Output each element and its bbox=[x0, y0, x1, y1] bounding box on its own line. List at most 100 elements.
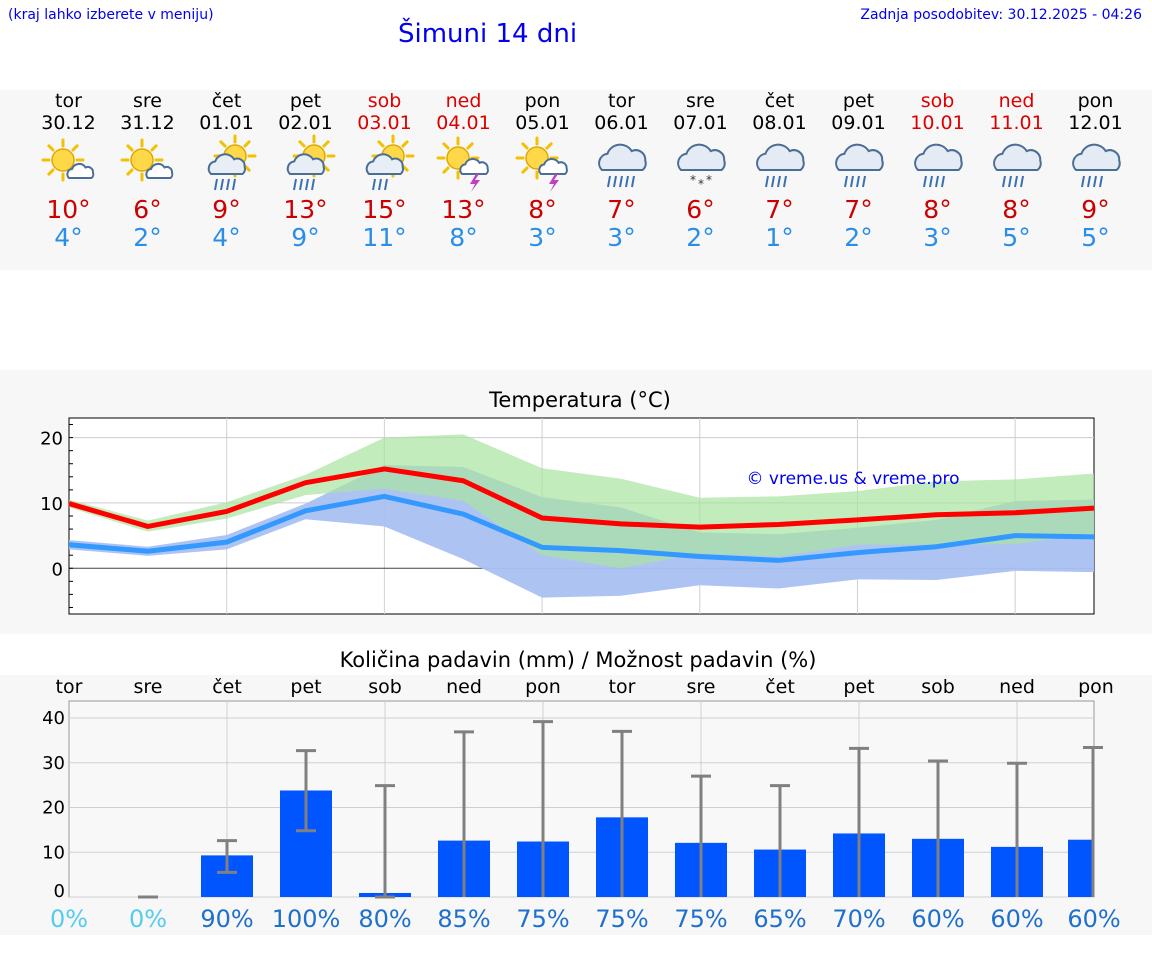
min-temp-line bbox=[68, 493, 1095, 563]
precip-probability: 90% bbox=[200, 905, 253, 933]
day-name: čet bbox=[764, 90, 795, 112]
sun-rain-light-icon bbox=[365, 134, 414, 191]
precip-ytick: 40 bbox=[42, 708, 65, 729]
max-temp: 8° bbox=[923, 195, 952, 224]
max-temp: 9° bbox=[212, 195, 241, 224]
heavy-rain-icon bbox=[597, 143, 647, 188]
weather-icon bbox=[755, 143, 805, 188]
forecast-day: ned 11.01 8° 5° bbox=[977, 90, 1056, 252]
max-temp: 8° bbox=[528, 195, 557, 224]
precip-ytick: 0 bbox=[54, 881, 65, 902]
min-temp: 5° bbox=[1002, 223, 1031, 252]
day-date: 30.12 bbox=[41, 112, 96, 134]
forecast-day: sre 31.12 6° 2° bbox=[108, 90, 187, 252]
sun-thunder-icon bbox=[436, 136, 489, 192]
svg-text:*: * bbox=[698, 177, 704, 191]
day-date: 08.01 bbox=[752, 112, 807, 134]
temp-ytick: 0 bbox=[52, 559, 63, 580]
max-temp: 10° bbox=[46, 195, 91, 224]
day-date: 07.01 bbox=[673, 112, 728, 134]
sun-rain-icon bbox=[207, 134, 256, 191]
location-menu-hint: (kraj lahko izberete v meniju) bbox=[8, 7, 214, 23]
max-temp: 9° bbox=[1081, 195, 1110, 224]
svg-text:*: * bbox=[690, 173, 696, 187]
temp-ytick: 20 bbox=[40, 429, 63, 450]
forecast-day: sob 10.01 8° 3° bbox=[898, 90, 977, 252]
weather-icon: * * * bbox=[676, 143, 726, 191]
day-date: 10.01 bbox=[910, 112, 965, 134]
forecast-day: ned 04.01 13° 8° bbox=[424, 90, 503, 252]
weather-icon bbox=[1071, 143, 1121, 188]
weather-icon bbox=[286, 134, 335, 191]
forecast-days: tor 30.12 10° 4° sre 31.12 6° 2° čet 01.01 9° 4° pet… bbox=[0, 90, 1152, 270]
day-name: sob bbox=[920, 90, 955, 112]
min-temp: 2° bbox=[133, 223, 162, 252]
weather-icon bbox=[365, 134, 414, 191]
precip-day-label: pon bbox=[525, 676, 561, 698]
precip-probability: 100% bbox=[272, 905, 341, 933]
max-temp: 13° bbox=[441, 195, 486, 224]
forecast-day: čet 01.01 9° 4° bbox=[187, 90, 266, 252]
sun-rain-icon bbox=[286, 134, 335, 191]
forecast-day: pet 09.01 7° 2° bbox=[819, 90, 898, 252]
day-name: sob bbox=[367, 90, 402, 112]
precip-probability: 0% bbox=[129, 905, 167, 933]
min-temp: 4° bbox=[212, 223, 241, 252]
min-temp: 3° bbox=[528, 223, 557, 252]
rain-cloud-icon bbox=[913, 143, 963, 188]
precip-ytick: 20 bbox=[42, 798, 65, 819]
max-temp: 6° bbox=[686, 195, 715, 224]
max-temp: 13° bbox=[283, 195, 328, 224]
weather-icon bbox=[913, 143, 963, 188]
min-temp: 11° bbox=[362, 223, 407, 252]
forecast-day: pet 02.01 13° 9° bbox=[266, 90, 345, 252]
max-temp: 6° bbox=[133, 195, 162, 224]
precip-chart-title: Količina padavin (mm) / Možnost padavin … bbox=[340, 648, 817, 672]
precip-probability: 75% bbox=[674, 905, 727, 933]
precip-probability: 65% bbox=[753, 905, 806, 933]
forecast-day: tor 06.01 7° 3° bbox=[582, 90, 661, 252]
precip-probability: 75% bbox=[516, 905, 569, 933]
forecast-day: tor 30.12 10° 4° bbox=[29, 90, 108, 252]
day-date: 01.01 bbox=[199, 112, 254, 134]
precip-ytick: 10 bbox=[42, 842, 65, 863]
max-temp: 15° bbox=[362, 195, 407, 224]
precip-day-label: sre bbox=[134, 676, 163, 698]
precip-probability: 85% bbox=[437, 905, 490, 933]
day-name: ned bbox=[998, 90, 1035, 112]
min-temp: 2° bbox=[686, 223, 715, 252]
max-temp: 7° bbox=[607, 195, 636, 224]
max-temp: 8° bbox=[1002, 195, 1031, 224]
sun-thunder-icon bbox=[515, 136, 568, 192]
precip-probability: 0% bbox=[50, 905, 88, 933]
min-temp: 1° bbox=[765, 223, 794, 252]
day-date: 05.01 bbox=[515, 112, 570, 134]
min-temp: 9° bbox=[291, 223, 320, 252]
day-date: 03.01 bbox=[357, 112, 412, 134]
precip-day-label: tor bbox=[56, 676, 83, 698]
weather-icon bbox=[120, 138, 173, 182]
precip-day-label: sob bbox=[368, 676, 402, 698]
last-update: Zadnja posodobitev: 30.12.2025 - 04:26 bbox=[860, 7, 1142, 23]
rain-cloud-icon bbox=[834, 143, 884, 188]
precip-probability: 80% bbox=[358, 905, 411, 933]
weather-icon bbox=[834, 143, 884, 188]
precip-probability: 70% bbox=[832, 905, 885, 933]
precip-day-label: pon bbox=[1078, 676, 1114, 698]
precip-probability: 60% bbox=[990, 905, 1043, 933]
forecast-band bbox=[0, 90, 1152, 270]
precip-day-label: ned bbox=[999, 676, 1035, 698]
watermark: © vreme.us & vreme.pro bbox=[746, 469, 959, 489]
precipitation-chart: Količina padavin (mm) / Možnost padavin … bbox=[42, 648, 1121, 933]
precip-day-label: ned bbox=[446, 676, 482, 698]
precip-probability: 75% bbox=[595, 905, 648, 933]
forecast-day: sre 07.01 * * * 6° 2° bbox=[661, 90, 740, 252]
min-temp: 3° bbox=[923, 223, 952, 252]
precip-probability: 60% bbox=[1067, 905, 1120, 933]
day-name: sre bbox=[686, 90, 715, 112]
precip-day-label: pet bbox=[290, 676, 321, 698]
min-temp: 5° bbox=[1081, 223, 1110, 252]
day-date: 04.01 bbox=[436, 112, 491, 134]
day-name: pon bbox=[1077, 90, 1114, 112]
day-name: ned bbox=[445, 90, 482, 112]
